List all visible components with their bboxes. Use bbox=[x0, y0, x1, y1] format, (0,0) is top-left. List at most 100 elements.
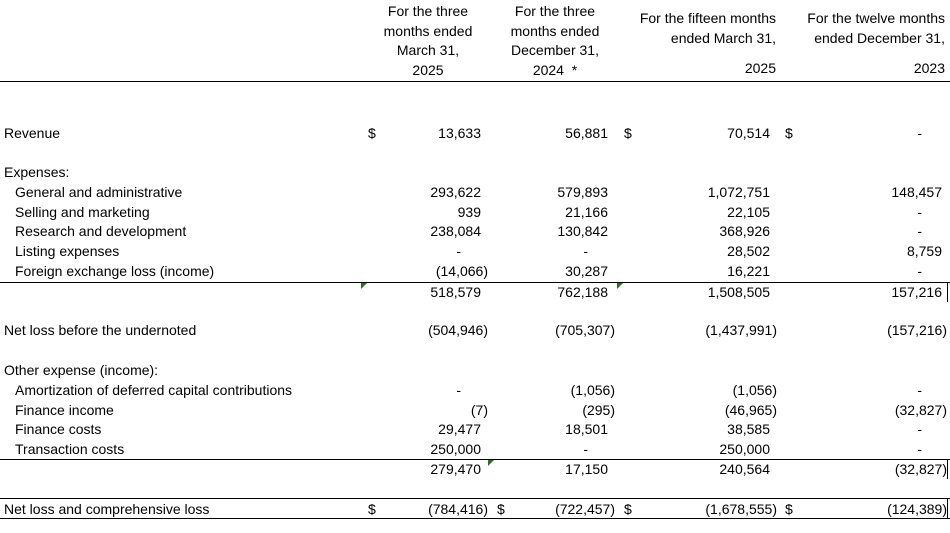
value-col1: 939 bbox=[457, 204, 481, 220]
value-col2: 21,166 bbox=[565, 204, 608, 220]
value-col4: - bbox=[917, 223, 922, 239]
value-col1: 238,084 bbox=[430, 223, 481, 239]
row-listing-expenses: Listing expenses - - 28,502 8,759 bbox=[0, 243, 950, 263]
value-col2: (1,056) bbox=[570, 382, 615, 398]
cell-comment-marker bbox=[488, 460, 494, 466]
value-col1: 293,622 bbox=[430, 184, 481, 200]
value-col2: 30,287 bbox=[565, 263, 608, 279]
value-col2: 130,842 bbox=[557, 223, 608, 239]
header-line: December 31, bbox=[511, 42, 599, 58]
header-line: For the fifteen months bbox=[639, 10, 776, 26]
value-col4: - bbox=[917, 204, 922, 220]
column-divider bbox=[947, 498, 948, 518]
value-col3: 368,926 bbox=[719, 223, 770, 239]
row-label: Net loss and comprehensive loss bbox=[4, 501, 210, 517]
row-transaction-costs: Transaction costs 250,000 - 250,000 - bbox=[0, 441, 950, 461]
row-label: Revenue bbox=[4, 125, 61, 141]
value-col4: (124,389) bbox=[887, 501, 947, 517]
row-net-loss-before: Net loss before the undernoted (504,946)… bbox=[0, 322, 950, 342]
row-revenue: Revenue $ 13,633 56,881 $ 70,514 $ - bbox=[0, 125, 950, 145]
column-header-twelve-months: For the twelve months ended December 31,… bbox=[790, 9, 945, 79]
value-col4: 148,457 bbox=[891, 184, 942, 200]
value-col4: - bbox=[917, 421, 922, 437]
value-col2: (295) bbox=[582, 402, 615, 418]
row-research-dev: Research and development 238,084 130,842… bbox=[0, 223, 950, 243]
value-col1: (504,946) bbox=[428, 322, 488, 338]
value-col2: - bbox=[583, 441, 588, 457]
value-col4: - bbox=[917, 263, 922, 279]
currency-symbol: $ bbox=[368, 501, 376, 517]
value-col3: 28,502 bbox=[727, 243, 770, 259]
currency-symbol: $ bbox=[497, 501, 505, 517]
header-line: ended December 31, bbox=[814, 29, 945, 46]
value-col4: - bbox=[917, 125, 922, 141]
column-divider bbox=[947, 459, 948, 479]
value-col1: 518,579 bbox=[430, 284, 481, 300]
currency-symbol: $ bbox=[785, 125, 793, 141]
subtotal-rule bbox=[0, 282, 950, 283]
row-general-admin: General and administrative 293,622 579,8… bbox=[0, 184, 950, 204]
value-col3: 250,000 bbox=[719, 441, 770, 457]
value-col1: - bbox=[456, 382, 461, 398]
value-col3: (46,965) bbox=[724, 402, 777, 418]
value-col2: 17,150 bbox=[565, 461, 608, 477]
total-underline bbox=[0, 518, 950, 519]
value-col2: 579,893 bbox=[557, 184, 608, 200]
currency-symbol: $ bbox=[624, 125, 632, 141]
value-col2: 762,188 bbox=[557, 284, 608, 300]
row-label: Listing expenses bbox=[15, 243, 120, 259]
row-label: Selling and marketing bbox=[15, 204, 150, 220]
row-expenses-heading: Expenses: bbox=[0, 164, 950, 184]
value-col2: (705,307) bbox=[555, 322, 615, 338]
value-col3: 38,585 bbox=[727, 421, 770, 437]
section-heading: Expenses: bbox=[4, 164, 70, 180]
value-col4: - bbox=[917, 382, 922, 398]
cell-comment-marker bbox=[617, 283, 623, 289]
value-col2: - bbox=[583, 243, 588, 259]
value-col3: 70,514 bbox=[727, 125, 770, 141]
row-label: Foreign exchange loss (income) bbox=[15, 263, 215, 279]
value-col1: 13,633 bbox=[438, 125, 481, 141]
header-line: For the three bbox=[387, 3, 469, 19]
value-col4: - bbox=[917, 441, 922, 457]
row-label: Transaction costs bbox=[15, 441, 125, 457]
column-divider bbox=[947, 282, 948, 302]
value-col1: 250,000 bbox=[430, 441, 481, 457]
subtotal-rule bbox=[0, 459, 950, 460]
row-amortization: Amortization of deferred capital contrib… bbox=[0, 382, 950, 402]
row-label: Finance costs bbox=[15, 421, 102, 437]
value-col1: (7) bbox=[470, 402, 488, 418]
currency-symbol: $ bbox=[785, 501, 793, 517]
value-col3: 240,564 bbox=[719, 461, 770, 477]
header-line: For the twelve months bbox=[807, 10, 945, 26]
value-col2: 18,501 bbox=[565, 421, 608, 437]
row-label: General and administrative bbox=[15, 184, 183, 200]
value-col4: (157,216) bbox=[887, 322, 947, 338]
header-rule bbox=[0, 81, 950, 82]
header-line: 2023 bbox=[913, 60, 945, 76]
currency-symbol: $ bbox=[368, 125, 376, 141]
value-col3: 16,221 bbox=[727, 263, 770, 279]
value-col1: (14,066) bbox=[435, 263, 488, 279]
value-col4: 8,759 bbox=[906, 243, 942, 259]
value-col3: 1,072,751 bbox=[707, 184, 770, 200]
value-col1: (784,416) bbox=[428, 501, 488, 517]
row-expenses-total: 518,579 762,188 1,508,505 157,216 bbox=[0, 284, 950, 304]
value-col3: (1,678,555) bbox=[705, 501, 777, 517]
row-label: Net loss before the undernoted bbox=[4, 322, 197, 338]
row-other-total: 279,470 17,150 240,564 (32,827) bbox=[0, 461, 950, 481]
header-line: months ended bbox=[383, 22, 473, 39]
row-selling-marketing: Selling and marketing 939 21,166 22,105 … bbox=[0, 204, 950, 224]
cell-comment-marker bbox=[361, 283, 367, 289]
header-line: ended March 31, bbox=[670, 29, 776, 46]
row-finance-income: Finance income (7) (295) (46,965) (32,82… bbox=[0, 402, 950, 422]
value-col1: - bbox=[456, 243, 461, 259]
row-label: Finance income bbox=[15, 402, 114, 418]
header-line: March 31, bbox=[396, 42, 460, 58]
value-col3: (1,056) bbox=[732, 382, 777, 398]
value-col3: 1,508,505 bbox=[707, 284, 770, 300]
header-line: For the three bbox=[514, 3, 596, 19]
header-line: 2025 bbox=[412, 61, 444, 78]
value-col1: 29,477 bbox=[438, 421, 481, 437]
value-col3: (1,437,991) bbox=[705, 322, 777, 338]
